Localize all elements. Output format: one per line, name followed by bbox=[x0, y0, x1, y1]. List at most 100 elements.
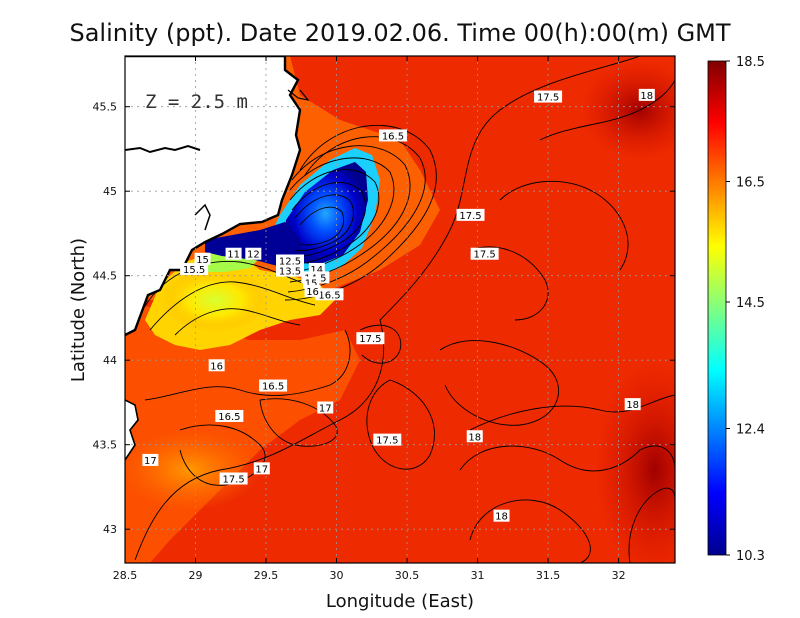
contour-label: 17 bbox=[317, 401, 334, 415]
contour-label-box bbox=[208, 359, 225, 372]
contour-line bbox=[259, 398, 338, 447]
contour-label-text: 13.5 bbox=[279, 267, 301, 278]
contour-label-text: 18 bbox=[626, 400, 639, 411]
contour-label-box bbox=[373, 433, 402, 446]
contour-label-text: 15 bbox=[305, 278, 318, 289]
contour-label-box bbox=[276, 254, 304, 267]
contour-label-text: 17.5 bbox=[537, 93, 559, 104]
y-axis-label: Latitude (North) bbox=[68, 238, 89, 382]
contour-label-box bbox=[470, 247, 499, 260]
contour-label-box bbox=[259, 379, 288, 392]
contour-label-text: 16 bbox=[210, 361, 223, 372]
contour-label-text: 16.5 bbox=[382, 131, 404, 142]
contour-label-box bbox=[304, 284, 321, 297]
contour-label-text: 14 bbox=[310, 265, 323, 276]
colorbar-tick-label: 10.3 bbox=[736, 549, 765, 564]
contour-line bbox=[149, 281, 316, 331]
contour-line bbox=[499, 180, 629, 271]
contour-label: 17.5 bbox=[373, 433, 402, 447]
contour-line bbox=[289, 145, 411, 283]
contour-label-box bbox=[219, 472, 248, 485]
contour-label-box bbox=[245, 247, 262, 260]
contour-label-text: 15 bbox=[196, 255, 209, 266]
contour-label-text: 17 bbox=[319, 404, 332, 415]
contour-label: 17 bbox=[142, 453, 159, 467]
contour-label-text: 17.5 bbox=[222, 475, 244, 486]
contour-line bbox=[294, 194, 354, 252]
x-tick-label: 31 bbox=[471, 569, 485, 582]
contour-label-text: 17 bbox=[144, 456, 157, 467]
contour-label: 18 bbox=[493, 509, 510, 523]
contour-label: 18 bbox=[638, 88, 655, 102]
y-tick-label: 44.5 bbox=[93, 270, 118, 283]
colorbar bbox=[707, 60, 727, 556]
contour-line bbox=[366, 379, 435, 470]
contour-label-box bbox=[225, 247, 242, 260]
y-tick-label: 43 bbox=[103, 523, 117, 536]
x-axis-label: Longitude (East) bbox=[326, 591, 474, 612]
contour-line bbox=[469, 394, 675, 431]
x-tick-label: 30 bbox=[330, 569, 344, 582]
contour-label-box bbox=[276, 264, 304, 277]
coastline bbox=[194, 203, 211, 231]
contour-label: 16.5 bbox=[315, 288, 344, 301]
contour-label-box bbox=[624, 398, 641, 411]
contour-label-box bbox=[466, 430, 483, 443]
y-tick-label: 43.5 bbox=[93, 439, 118, 452]
contour-label-text: 18 bbox=[495, 512, 508, 523]
contour-label-box bbox=[180, 262, 209, 275]
map-title: Salinity (ppt). Date 2019.02.06. Time 00… bbox=[69, 19, 730, 47]
contour-label: 16 bbox=[304, 284, 321, 298]
contour-label-text: 17.5 bbox=[359, 334, 381, 345]
y-tick-label: 45 bbox=[103, 185, 117, 198]
plot-frame bbox=[124, 55, 676, 564]
contour-label-box bbox=[194, 252, 211, 265]
contour-line bbox=[459, 445, 675, 472]
contour-label-box bbox=[534, 90, 563, 103]
contour-line bbox=[359, 324, 402, 364]
contour-label-text: 17.5 bbox=[473, 250, 495, 261]
contour-label-box bbox=[378, 129, 407, 142]
contour-label-text: 15.5 bbox=[183, 265, 205, 276]
x-axis-ticks: 28.5 29 29.5 30 30.5 31 31.5 32 bbox=[113, 56, 626, 582]
contour-label-text: 18 bbox=[468, 432, 481, 443]
offshore-high-salinity-south bbox=[595, 360, 675, 563]
salinity-field bbox=[125, 56, 675, 563]
contour-label-box bbox=[253, 462, 270, 475]
river-plume-core bbox=[160, 268, 270, 332]
contour-line bbox=[299, 206, 345, 246]
contour-label-text: 16.5 bbox=[262, 382, 284, 393]
y-tick-label: 44 bbox=[103, 354, 117, 367]
contour-label: 17.5 bbox=[470, 247, 499, 261]
contour-label: 15 bbox=[194, 252, 211, 266]
contour-label: 16 bbox=[208, 359, 225, 372]
contour-line bbox=[628, 487, 675, 563]
contour-label: 17.5 bbox=[456, 208, 485, 222]
contour-label-box bbox=[315, 288, 344, 301]
contour-line bbox=[469, 499, 591, 563]
contour-line bbox=[144, 329, 351, 401]
nearshore-orange-south bbox=[125, 430, 260, 510]
contour-label-box bbox=[317, 401, 334, 414]
contour-label: 16.5 bbox=[259, 379, 288, 393]
y-axis-ticks: 43 43.5 44 44.5 45 45.5 bbox=[93, 101, 675, 536]
contour-label-text: 12.5 bbox=[279, 256, 301, 267]
contour-label-text: 12 bbox=[247, 250, 260, 261]
salinity-contours bbox=[134, 56, 675, 563]
contour-label: 11 bbox=[225, 247, 242, 261]
x-tick-label: 29.5 bbox=[254, 569, 279, 582]
contour-label-box bbox=[215, 409, 244, 422]
contour-label-text: 16.5 bbox=[318, 290, 340, 301]
coastline bbox=[287, 89, 310, 101]
y-tick-label: 45.5 bbox=[93, 101, 118, 114]
contour-label-text: 11 bbox=[227, 250, 240, 261]
contour-line bbox=[134, 56, 641, 561]
contour-label: 16.5 bbox=[378, 129, 407, 142]
colorbar-tick-label: 18.5 bbox=[736, 55, 765, 70]
contour-label: 13.5 bbox=[276, 264, 304, 278]
depth-label: Z = 2.5 m bbox=[145, 91, 248, 113]
colorbar-tick-label: 16.5 bbox=[736, 175, 765, 190]
x-tick-label: 32 bbox=[612, 569, 626, 582]
